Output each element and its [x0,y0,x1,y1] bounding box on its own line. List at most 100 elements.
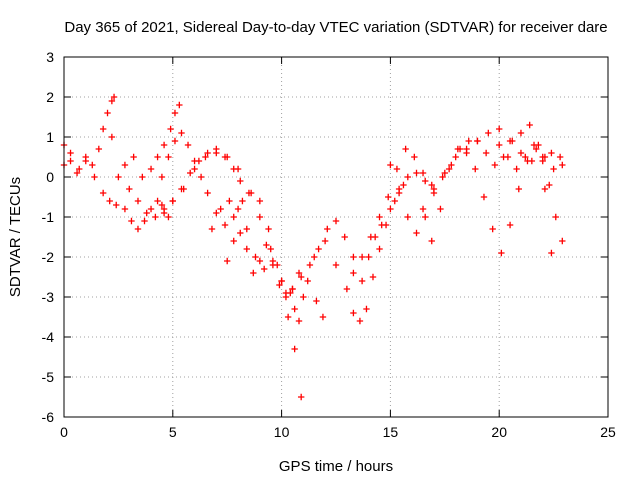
data-point [187,170,193,176]
data-point [320,314,326,320]
data-point [178,130,184,136]
y-axis-label: SDTVAR / TECUs [7,177,24,297]
y-tick-label: 2 [46,89,54,105]
data-point [139,174,145,180]
satellite-track-9 [289,170,437,292]
data-point [285,314,291,320]
data-point [489,226,495,232]
data-point [548,150,554,156]
data-point [257,214,263,220]
data-point [167,126,173,132]
satellite-track-10 [311,182,407,324]
data-point [402,146,408,152]
data-point [518,130,524,136]
data-point [505,154,511,160]
data-point [411,154,417,160]
data-point [333,218,339,224]
data-point [237,230,243,236]
data-point [559,238,565,244]
satellite-track-6 [159,150,305,400]
data-point [128,218,134,224]
data-point [148,206,154,212]
data-point [359,278,365,284]
data-point [296,318,302,324]
data-point [324,226,330,232]
data-point [159,174,165,180]
data-point [67,150,73,156]
x-tick-label: 10 [274,424,290,440]
data-point [83,158,89,164]
data-point [257,258,263,264]
y-tick-label: 0 [46,169,54,185]
data-point [383,222,389,228]
data-point [185,142,191,148]
data-point [191,166,197,172]
x-tick-label: 0 [60,424,68,440]
satellite-track-7 [209,198,326,320]
data-point [122,162,128,168]
data-point [350,310,356,316]
data-point [333,262,339,268]
data-point [548,250,554,256]
data-point [496,126,502,132]
y-tick-label: -5 [42,369,55,385]
data-point [191,158,197,164]
data-point [370,274,376,280]
data-point [161,142,167,148]
data-point [231,214,237,220]
data-point [135,226,141,232]
satellite-track-15 [496,142,566,244]
data-point [261,266,267,272]
data-point [222,222,228,228]
data-point [492,162,498,168]
data-point [474,138,480,144]
data-point [400,182,406,188]
data-point [429,238,435,244]
y-tick-label: 1 [46,129,54,145]
x-axis-label: GPS time / hours [279,458,393,475]
data-point [165,154,171,160]
data-point [263,242,269,248]
data-point [376,246,382,252]
data-point [152,214,158,220]
data-point [67,158,73,164]
data-point [498,250,504,256]
data-point [344,286,350,292]
x-tick-label: 5 [169,424,177,440]
data-point [357,318,363,324]
data-point [270,262,276,268]
x-tick-label: 15 [383,424,399,440]
data-point [350,254,356,260]
data-point [250,270,256,276]
data-point [546,182,552,188]
chart-title: Day 365 of 2021, Sidereal Day-to-day VTE… [64,19,607,36]
data-point [463,146,469,152]
data-point [115,174,121,180]
data-point [513,166,519,172]
data-point [405,174,411,180]
data-point [496,142,502,148]
data-point [217,206,223,212]
data-point [385,194,391,200]
data-point [213,150,219,156]
data-point [224,258,230,264]
x-tick-label: 20 [491,424,507,440]
data-point [420,170,426,176]
data-point [143,210,149,216]
data-point [368,234,374,240]
data-point [557,154,563,160]
data-point [106,198,112,204]
data-point [96,146,102,152]
data-point [235,166,241,172]
axis-ticks [64,57,608,417]
data-point [466,138,472,144]
data-point [113,202,119,208]
data-point [154,154,160,160]
data-point [518,150,524,156]
satellite-track-5 [159,130,307,312]
data-point [126,186,132,192]
data-point [422,178,428,184]
data-point [130,154,136,160]
data-point [481,194,487,200]
data-point [307,262,313,268]
